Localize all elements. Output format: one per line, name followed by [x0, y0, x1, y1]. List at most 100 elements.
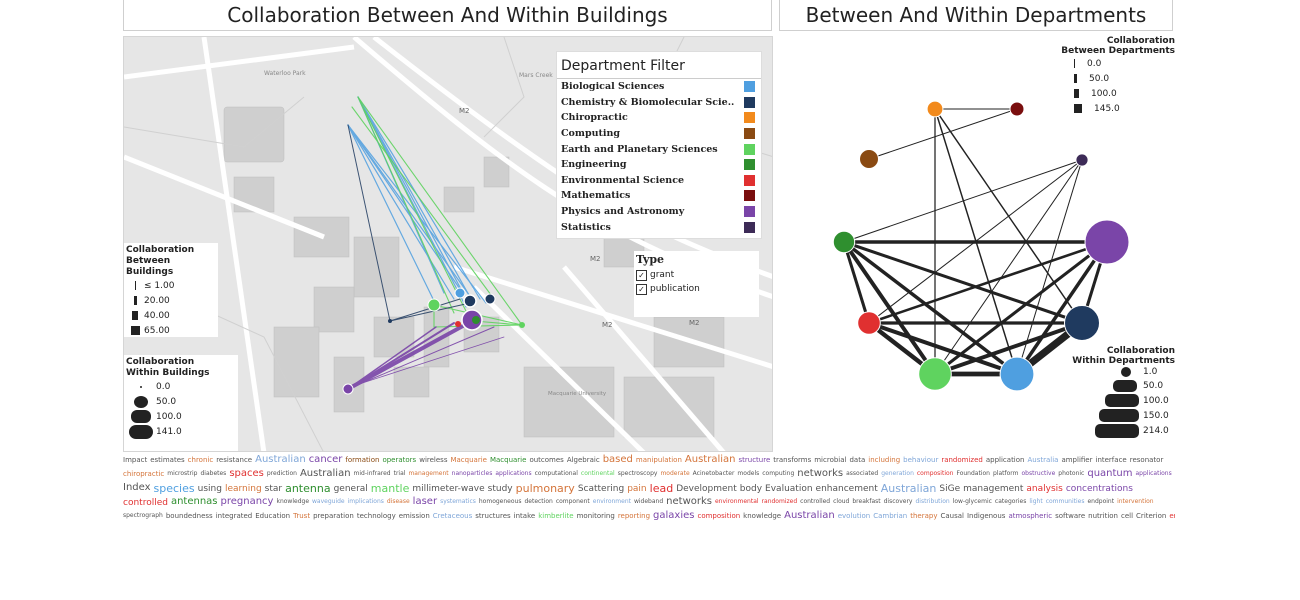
network-edge [842, 241, 871, 324]
network-node[interactable] [859, 149, 879, 169]
word-cloud-term: SiGe [939, 484, 961, 494]
department-filter-item[interactable]: Earth and Planetary Sciences [557, 141, 761, 157]
word-cloud-term: pulmonary [515, 482, 575, 495]
legend-title-line1: Collaboration [126, 357, 195, 367]
department-filter[interactable]: Department Filter Biological Sciences Che… [556, 51, 762, 239]
word-cloud-term: Australian [299, 468, 351, 479]
type-filter[interactable]: Type ✓ grant ✓ publication [634, 251, 759, 317]
word-cloud-term: environment [592, 498, 631, 505]
department-color-swatch [744, 206, 755, 218]
word-cloud-term: randomized [761, 498, 798, 505]
word-cloud-term: intervention [1117, 498, 1154, 505]
legend-within-departments: Collaboration Within Departments 1.0 50.… [1055, 346, 1175, 439]
word-cloud-term: Australian [784, 510, 835, 521]
word-cloud-term: mid-infrared [353, 470, 391, 477]
word-cloud-term: applications [495, 470, 532, 477]
network-edge [1016, 159, 1083, 375]
legend-value: 20.00 [144, 295, 170, 306]
network-node[interactable] [857, 311, 881, 335]
legend-value: 1.0 [1143, 367, 1158, 377]
word-cloud-term: study [487, 484, 513, 494]
legend-title-line2: Between Buildings [126, 256, 174, 277]
network-node[interactable] [1064, 305, 1100, 341]
network-edge [934, 240, 1108, 376]
network-node[interactable] [1009, 101, 1025, 117]
network-node[interactable] [926, 100, 944, 118]
department-filter-label: Earth and Planetary Sciences [561, 143, 718, 155]
department-color-swatch [744, 159, 755, 171]
department-network[interactable]: Collaboration Between Departments 0.0 50… [779, 36, 1175, 452]
department-filter-item[interactable]: Engineering [557, 157, 761, 173]
word-cloud-term: moderate [660, 470, 690, 477]
word-cloud-term: platform [992, 470, 1019, 477]
word-cloud-term: wideband [633, 498, 664, 505]
word-cloud-term: diabetes [200, 470, 227, 477]
department-filter-label: Physics and Astronomy [561, 206, 685, 218]
word-cloud-term: Education [255, 512, 291, 520]
department-filter-item[interactable]: Statistics [557, 219, 761, 235]
network-node[interactable] [918, 357, 952, 391]
network-node[interactable] [1084, 219, 1130, 265]
word-cloud-term: general [333, 484, 368, 494]
word-cloud-term: chiropractic [123, 470, 165, 478]
department-color-swatch [744, 221, 755, 233]
network-edge [843, 159, 1083, 243]
legend-value: 100.0 [1143, 395, 1169, 406]
department-network-graph [832, 100, 1130, 392]
word-cloud-term: wireless [419, 456, 448, 464]
type-option-grant[interactable]: ✓ grant [634, 268, 759, 282]
network-node[interactable] [999, 356, 1035, 392]
department-filter-item[interactable]: Physics and Astronomy [557, 204, 761, 220]
type-option-publication[interactable]: ✓ publication [634, 282, 759, 296]
network-edge [843, 240, 1083, 325]
department-filter-item[interactable]: Computing [557, 126, 761, 142]
legend-value: 100.0 [1091, 88, 1117, 99]
word-cloud-term: evolution [837, 512, 871, 520]
word-cloud-term: enhancement [815, 484, 878, 494]
map-label-road-3: M2 [602, 321, 613, 329]
word-cloud-term: networks [797, 468, 844, 479]
word-cloud-term: Causal [940, 512, 964, 520]
checkbox-grant[interactable]: ✓ [636, 269, 647, 281]
word-cloud-term: nutrition [1088, 512, 1118, 520]
checkbox-publication[interactable]: ✓ [636, 283, 647, 295]
word-cloud-term: spectrograph [123, 512, 163, 519]
building-collaboration-map[interactable]: Waterloo Park Mars Creek M2 M2 M2 M2 Mac… [123, 36, 773, 452]
word-cloud-term: distribution [915, 498, 950, 505]
network-node[interactable] [1075, 153, 1089, 167]
legend-between-buildings: Collaboration Between Buildings ≤ 1.00 2… [124, 243, 218, 337]
network-edge [868, 240, 1108, 325]
department-filter-label: Computing [561, 128, 621, 140]
building-nodes[interactable] [342, 287, 525, 395]
word-cloud-term: reporting [617, 512, 651, 520]
word-cloud-term: resonator [1129, 456, 1164, 464]
word-cloud-term: application [985, 456, 1025, 464]
word-cloud-term: models [737, 470, 760, 477]
word-cloud-term: boundedness [165, 512, 213, 520]
word-cloud-term: Indigenous [966, 512, 1006, 520]
word-cloud-term: intake [513, 512, 536, 520]
word-cloud-term: continental [580, 470, 615, 477]
word-cloud-term: cancer [308, 454, 343, 465]
department-filter-item[interactable]: Biological Sciences [557, 79, 761, 95]
network-node[interactable] [832, 230, 856, 254]
department-filter-item[interactable]: Chemistry & Biomolecular Scie.. [557, 95, 761, 111]
word-cloud-term: Cambrian [873, 512, 908, 520]
word-cloud-term: millimeter-wave [412, 484, 485, 494]
word-cloud-term: management [963, 484, 1024, 494]
word-cloud-term: cloud [833, 498, 850, 505]
word-cloud-term: lead [649, 482, 674, 495]
legend-value: 40.00 [144, 310, 170, 321]
type-option-label: publication [650, 284, 700, 294]
word-cloud-term: emissions [1169, 512, 1175, 520]
word-cloud-term: monitoring [576, 512, 615, 520]
department-filter-item[interactable]: Mathematics [557, 188, 761, 204]
network-edge [934, 321, 1083, 376]
department-filter-item[interactable]: Chiropractic [557, 110, 761, 126]
department-color-swatch [744, 81, 755, 93]
network-edge [842, 240, 1019, 376]
department-color-swatch [744, 128, 755, 140]
word-cloud-term: behaviour [903, 456, 939, 464]
department-filter-item[interactable]: Environmental Science [557, 173, 761, 189]
word-cloud-term: networks [666, 496, 712, 507]
